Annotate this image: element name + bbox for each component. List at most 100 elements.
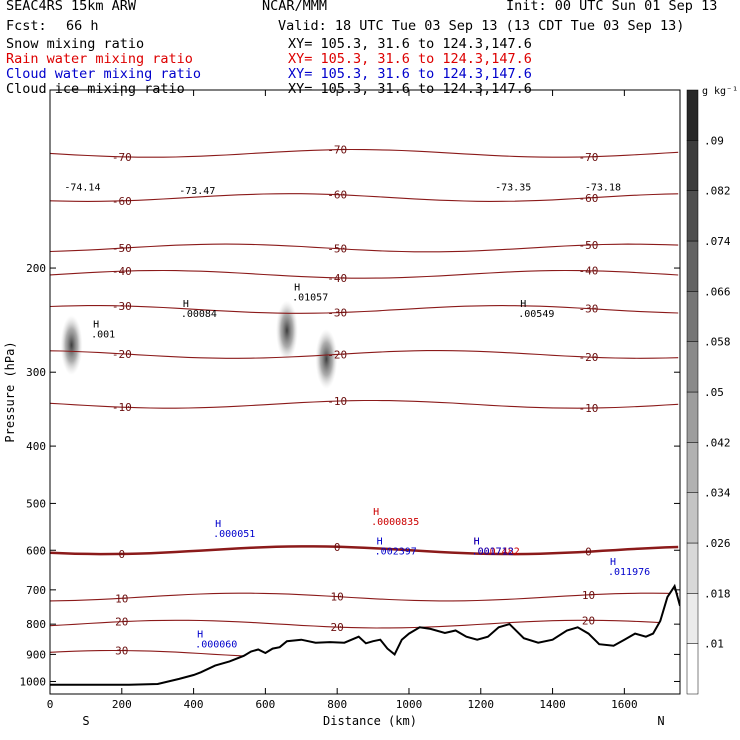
temperature-contour-label: -30 (112, 300, 132, 313)
temperature-contour-label: -60 (327, 189, 347, 202)
cloud-water-max-marker: H (610, 557, 616, 568)
colorbar-segment (686, 593, 699, 644)
temperature-contour-label: -20 (579, 351, 599, 364)
temperature-contour-label: -30 (327, 307, 347, 320)
snow-max-value: .01057 (292, 292, 328, 303)
cloud-water-max-value: .000051 (213, 529, 255, 540)
x-tick-label: 400 (184, 698, 204, 711)
temperature-contour-line (50, 592, 679, 602)
temperature-contour-label: -10 (579, 402, 599, 415)
y-tick-label: 700 (26, 584, 46, 597)
field-name-cloud-ice: Cloud ice mixing ratio (6, 81, 185, 97)
temperature-contour-line (50, 148, 679, 158)
shaded-mixing-ratio-0 (60, 315, 83, 376)
rain-max-value: .0000835 (371, 517, 419, 528)
x-axis-label: Distance (km) (323, 714, 417, 728)
temperature-contour-label: 30 (115, 645, 128, 658)
cloud-water-max-marker: H (215, 519, 221, 530)
colorbar-segment (686, 643, 699, 695)
temperature-contour-label: -10 (327, 395, 347, 408)
x-tick-label: 800 (327, 698, 347, 711)
y-tick-label: 300 (26, 366, 46, 379)
shaded-mixing-ratio-1 (275, 300, 298, 361)
temperature-contour-line (50, 350, 679, 359)
colorbar-unit: g kg⁻¹ (702, 86, 738, 97)
temperature-contour-label: -30 (579, 303, 599, 316)
temperature-contour-label: 0 (585, 546, 592, 559)
fcst-label: Fcst: (6, 18, 47, 34)
init-time: Init: 00 UTC Sun 01 Sep 13 (506, 0, 718, 14)
colorbar-segment (686, 190, 699, 242)
cloud-ice-min-value: -73.18 (585, 183, 621, 194)
colorbar-segment (686, 291, 699, 342)
cloud-ice-min-value: -74.14 (64, 183, 100, 194)
x-tick-label: 200 (112, 698, 132, 711)
temperature-contour-label: 10 (331, 591, 344, 604)
plot-frame (49, 89, 681, 695)
snow-max-value: .00084 (181, 309, 217, 320)
rain-max-marker: H (373, 507, 379, 518)
y-tick-label: 1000 (20, 675, 47, 688)
y-tick-label: 200 (26, 262, 46, 275)
cloud-ice-min-value: -73.47 (179, 186, 215, 197)
temperature-contour-line (50, 619, 679, 629)
temperature-contour-label: 20 (115, 616, 128, 629)
temperature-contour-label: 10 (115, 592, 128, 605)
rain-max-marker: H (474, 536, 480, 547)
field-xy-cloud-water: XY= 105.3, 31.6 to 124.3,147.6 (288, 66, 532, 82)
cloud-water-max-marker: H (377, 536, 383, 547)
temperature-contour-label: 20 (331, 621, 344, 634)
temperature-contour-label: -20 (327, 348, 347, 361)
snow-max-marker: H (183, 299, 189, 310)
colorbar-segment (686, 140, 699, 191)
temperature-contour-label: 10 (582, 589, 595, 602)
cloud-water-max-value: .002397 (375, 546, 417, 557)
snow-max-value: .001 (91, 329, 115, 340)
temperature-contour-line (50, 269, 679, 279)
cloud-water-max-value: .000060 (195, 640, 237, 651)
colorbar-label: .082 (704, 185, 731, 198)
field-xy-snow: XY= 105.3, 31.6 to 124.3,147.6 (288, 36, 532, 52)
y-tick-label: 600 (26, 544, 46, 557)
colorbar-label: .018 (704, 587, 731, 600)
snow-max-value: .00549 (518, 309, 554, 320)
south-end-label: S (82, 714, 89, 728)
temperature-contour-label: -50 (579, 239, 599, 252)
snow-max-marker: H (93, 319, 99, 330)
x-tick-label: 1400 (539, 698, 566, 711)
x-tick-label: 1600 (611, 698, 638, 711)
fcst-value: 66 h (66, 18, 99, 34)
north-end-label: N (657, 714, 664, 728)
temperature-contour-line (50, 243, 679, 253)
colorbar-label: .01 (704, 638, 724, 651)
temperature-contour-label: -70 (327, 144, 347, 157)
x-tick-label: 0 (47, 698, 54, 711)
temperature-contour-label: -60 (579, 192, 599, 205)
cloud-water-max-value: .001712 (472, 546, 514, 557)
field-xy-cloud-ice: XY= 105.3, 31.6 to 124.3,147.6 (288, 81, 532, 97)
temperature-contour-label: -40 (112, 265, 132, 278)
colorbar-segment (686, 240, 699, 292)
colorbar-label: .066 (704, 285, 731, 298)
y-tick-label: 900 (26, 648, 46, 661)
colorbar-label: .026 (704, 537, 731, 550)
temperature-contour-line (50, 193, 679, 202)
temperature-contour-label: -10 (112, 401, 132, 414)
colorbar-segment (686, 341, 699, 393)
y-tick-label: 400 (26, 440, 46, 453)
temperature-contour-label: -50 (112, 242, 132, 255)
terrain-line (50, 583, 680, 686)
x-tick-label: 1000 (396, 698, 423, 711)
cloud-water-max-value: .011976 (608, 567, 650, 578)
temperature-contour-line (50, 545, 679, 556)
temperature-contour-label: -20 (112, 348, 132, 361)
org-label: NCAR/MMM (262, 0, 328, 14)
shaded-mixing-ratio-2 (315, 329, 338, 390)
field-name-rain: Rain water mixing ratio (6, 51, 193, 67)
snow-max-marker: H (294, 282, 300, 293)
colorbar-label: .034 (704, 487, 731, 500)
cloud-water-max-marker: H (474, 536, 480, 547)
rain-max-value: .0007482 (472, 546, 520, 557)
colorbar-segment (686, 492, 699, 544)
